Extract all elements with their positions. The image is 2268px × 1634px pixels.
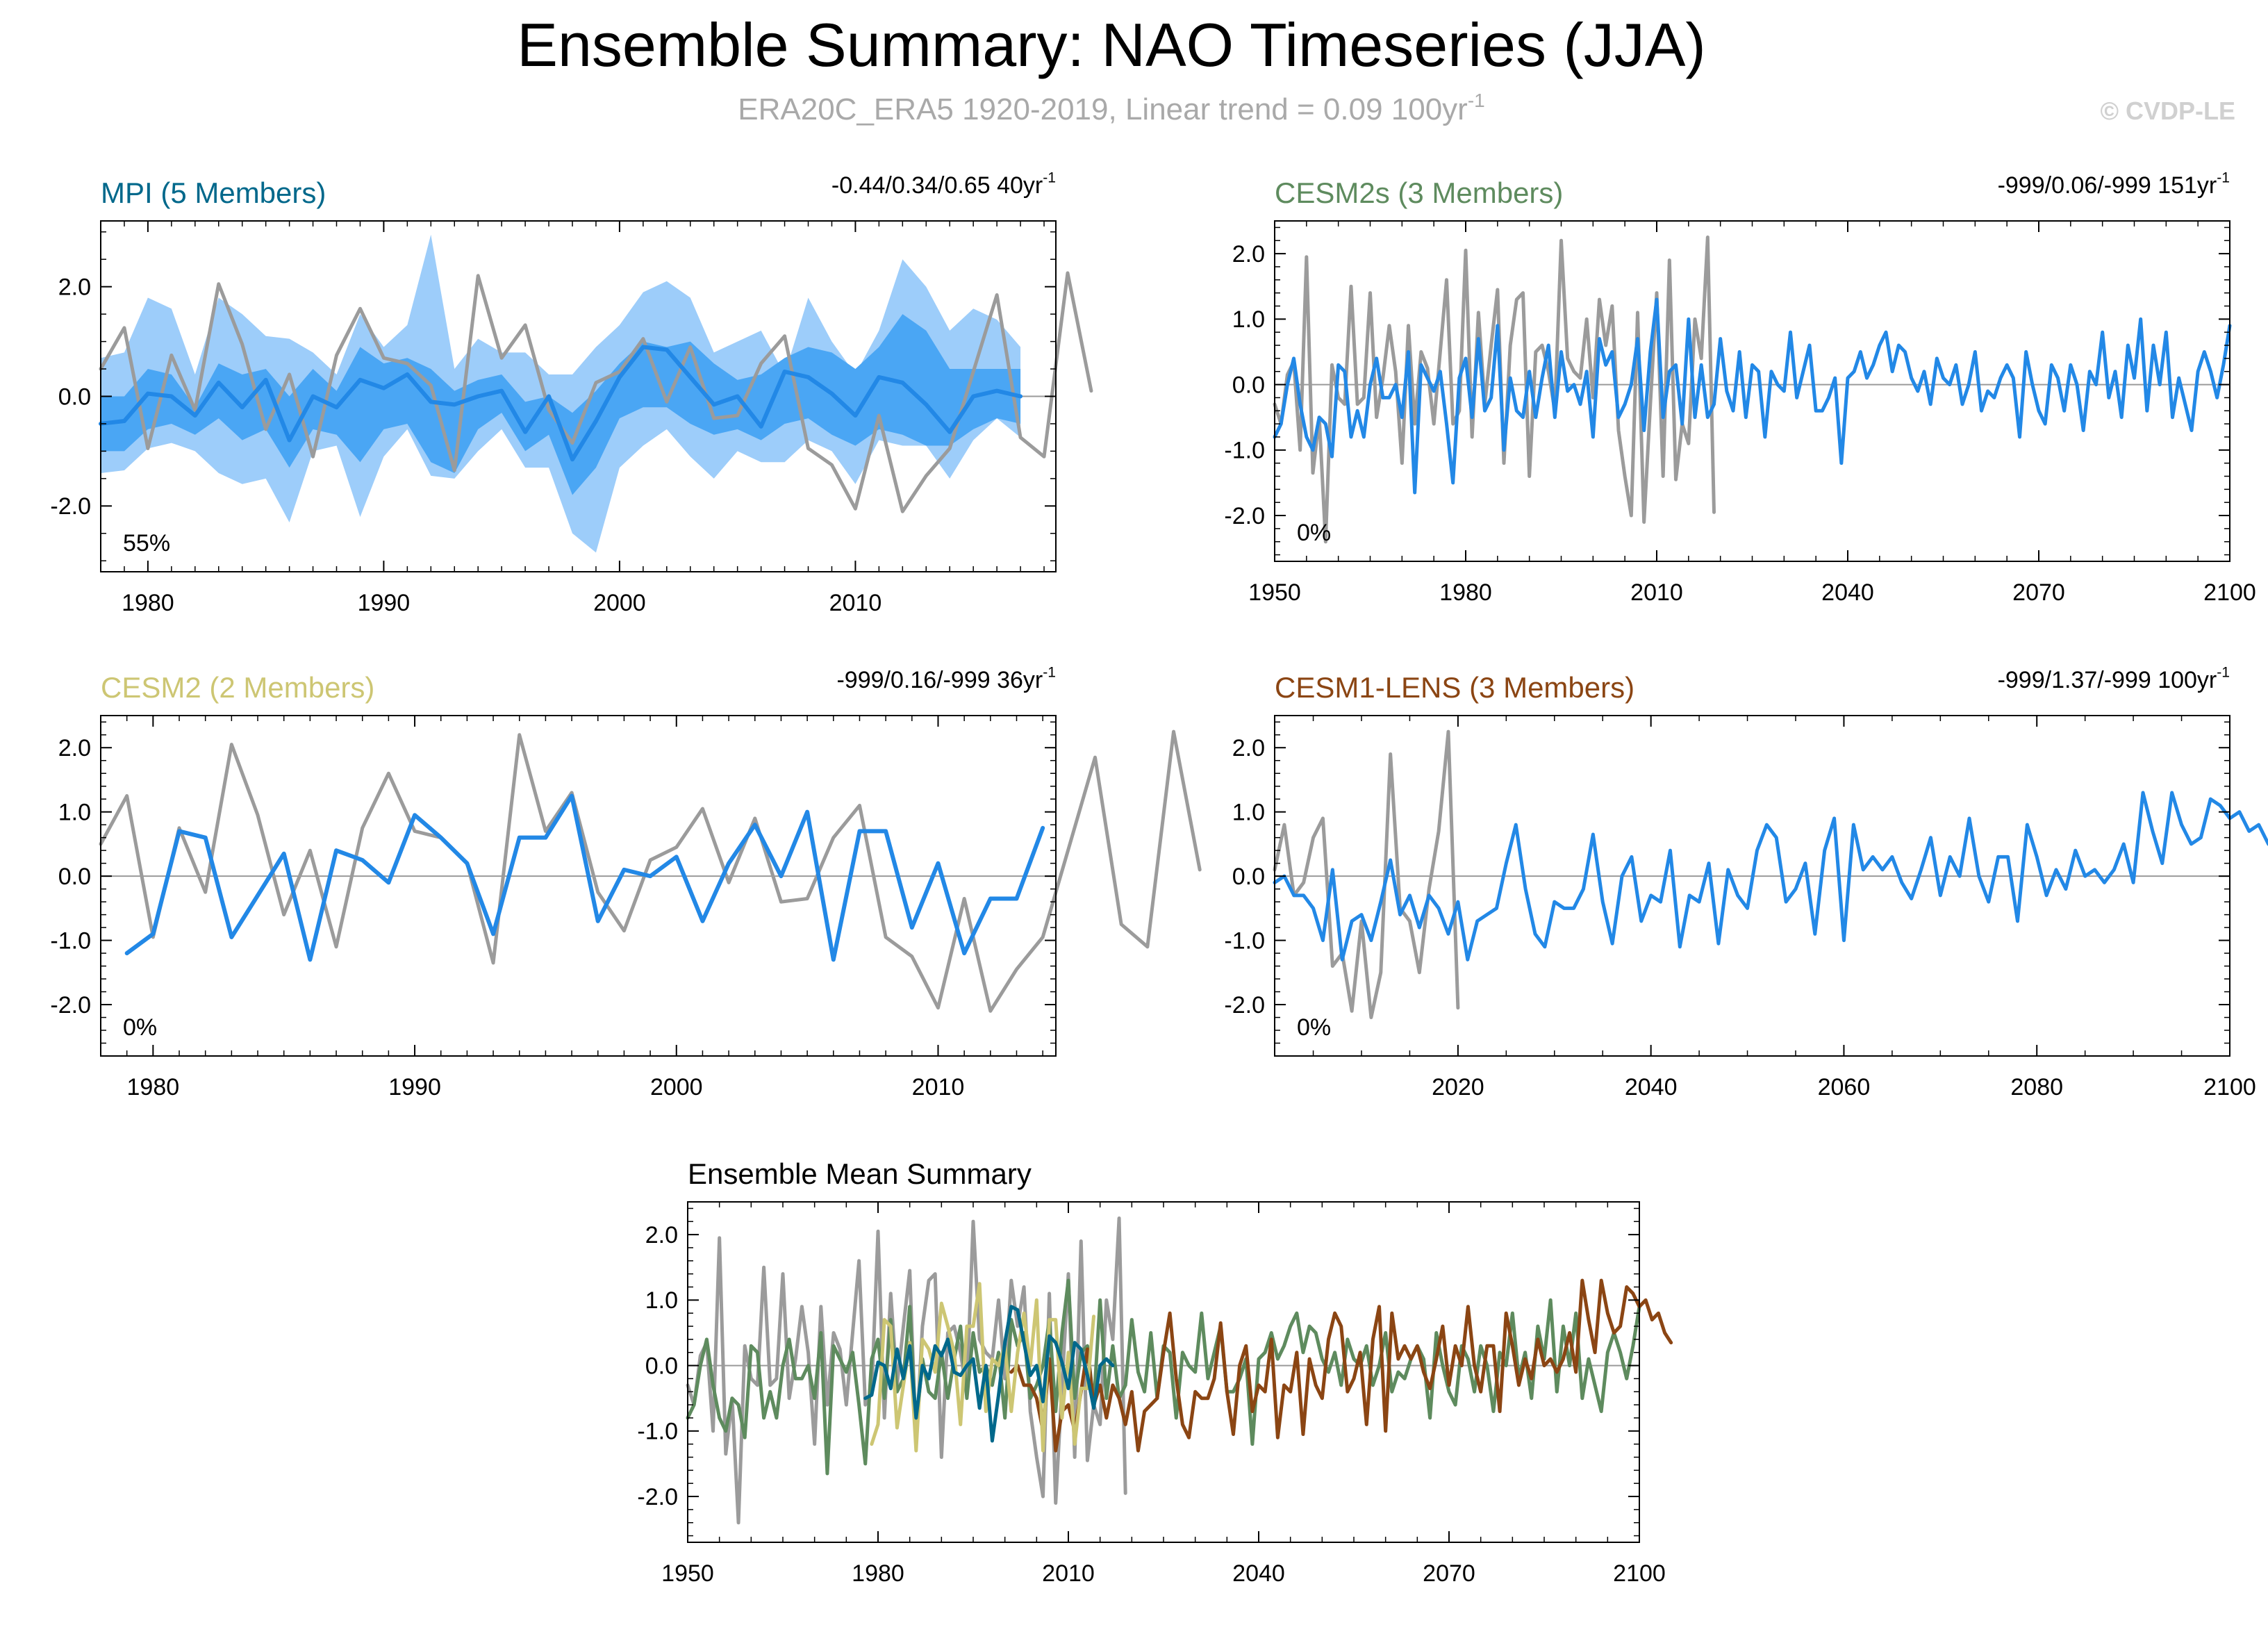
x-tick-label: 2100 [2203,1074,2256,1100]
observed-series [99,271,1093,513]
copyright-label: © CVDP-LE [2100,97,2235,125]
y-tick-label: 2.0 [1232,735,1265,761]
x-tick-label: 2100 [1613,1560,1666,1587]
panel-stats-text: -999/0.16/-999 36yr [836,667,1043,693]
y-tick-label: 0.0 [58,383,91,410]
y-tick-label: -2.0 [1224,992,1265,1018]
panel-title: MPI (5 Members) [101,176,326,209]
y-tick-label: 2.0 [1232,241,1265,267]
y-tick-label: 1.0 [1232,800,1265,826]
x-tick-label: 2010 [1042,1560,1095,1587]
y-tick-label: 0.0 [645,1353,678,1379]
ensemble-mean-summary-panel: 1950 1980 2010 2040 2070 2100 -2.0 -1.0 0.0 1.0 2.… [637,1157,1673,1587]
x-tick-label: 2040 [1625,1074,1678,1100]
observed-series [1273,236,1716,544]
panel-title: CESM2 (2 Members) [101,671,374,704]
x-tick-label: 2040 [1821,579,1874,606]
panel-title: CESM2s (3 Members) [1275,176,1563,209]
y-tick-label: 2.0 [58,735,91,761]
y-tick-label: -2.0 [1224,503,1265,529]
cesm1-lens-panel: 2020 2040 2060 2080 2100 -2.0 -1.0 0.0 1.0 2.0 CES… [1224,665,2268,1100]
y-tick-label: 2.0 [58,274,91,301]
y-tick-label: 0.0 [1232,864,1265,890]
x-tick-label: 2060 [1818,1074,1871,1100]
x-tick-label: 1980 [127,1074,180,1100]
figure-title: Ensemble Summary: NAO Timeseries (JJA) [517,10,1706,79]
y-tick-label: -1.0 [50,927,91,954]
x-tick-label: 2010 [1630,579,1683,606]
x-tick-label: 2010 [912,1074,965,1100]
cesm2s-panel: 1950 1980 2010 2040 2070 2100 -2.0 -1.0 0.0 1.0 2.… [1224,170,2255,606]
panel-percent-label: 55% [123,530,170,556]
x-tick-label: 1980 [122,590,174,616]
ensemble-mean-series [1273,297,2232,495]
y-tick-label: -1.0 [637,1419,678,1445]
x-tick-label: 1950 [1248,579,1301,606]
panel-stats-text: -999/1.37/-999 100yr [1998,667,2217,693]
subtitle-superscript: -1 [1468,90,1485,111]
plot-frame [100,715,1057,1057]
x-tick-label: 2000 [593,590,646,616]
x-tick-label: 1990 [358,590,411,616]
ensemble-mean-series [1273,791,2268,962]
y-tick-label: 0.0 [1232,372,1265,398]
y-tick-label: 2.0 [645,1222,678,1248]
ensemble-spread-outer [101,234,1021,553]
y-tick-label: -2.0 [50,493,91,520]
ensemble-mean-series [124,793,1045,962]
panel-stats-superscript: -1 [2217,665,2230,681]
panel-percent-label: 0% [1297,520,1331,546]
mpi-mean-series [863,1305,1115,1443]
x-tick-label: 2070 [2012,579,2065,606]
panel-stats-text: -999/0.06/-999 151yr [1998,172,2217,199]
x-tick-label: 2070 [1423,1560,1475,1587]
panel-stats: -999/0.16/-999 36yr-1 [836,665,1056,693]
panel-stats-superscript: -1 [1043,170,1056,186]
panel-stats-text: -0.44/0.34/0.65 40yr [831,172,1043,199]
y-tick-label: -1.0 [1224,927,1265,954]
y-tick-label: -2.0 [50,992,91,1018]
panel-title: Ensemble Mean Summary [688,1157,1032,1190]
x-tick-label: 1950 [661,1560,714,1587]
panel-stats: -0.44/0.34/0.65 40yr-1 [831,170,1056,199]
y-tick-label: 1.0 [645,1287,678,1314]
panel-percent-label: 0% [1297,1014,1331,1041]
x-tick-label: 2100 [2203,579,2256,606]
ensemble-mean-series [99,345,1023,462]
y-tick-label: 0.0 [58,864,91,890]
plot-frame [1274,715,2230,1057]
x-tick-label: 1980 [852,1560,904,1587]
subtitle-text: ERA20C_ERA5 1920-2019, Linear trend = 0.… [738,92,1468,126]
observed-series [1273,729,1460,1020]
cesm2-panel: 1980 1990 2000 2010 -2.0 -1.0 0.0 1.0 2.0 CESM2 (… [50,665,1202,1100]
y-tick-label: 1.0 [58,800,91,826]
cesm1-lens-mean-series [1009,1278,1673,1453]
mpi-panel: 1980 1990 2000 2010 -2.0 0.0 2.0 MPI (5 Members… [50,170,1093,616]
panel-stats: -999/0.06/-999 151yr-1 [1998,170,2230,199]
x-tick-label: 2080 [2010,1074,2063,1100]
x-tick-label: 1980 [1439,579,1492,606]
panel-stats-superscript: -1 [2217,170,2230,186]
y-tick-label: -2.0 [637,1484,678,1510]
y-tick-label: 1.0 [1232,306,1265,333]
panel-percent-label: 0% [123,1014,157,1041]
panel-title: CESM1-LENS (3 Members) [1275,671,1634,704]
panel-stats: -999/1.37/-999 100yr-1 [1998,665,2230,693]
panel-stats-superscript: -1 [1043,665,1056,681]
figure-subtitle: ERA20C_ERA5 1920-2019, Linear trend = 0.… [738,90,1485,126]
x-tick-label: 1990 [388,1074,441,1100]
x-tick-label: 2000 [650,1074,703,1100]
x-tick-label: 2010 [829,590,882,616]
observed-series [99,729,1202,1013]
x-tick-label: 2040 [1232,1560,1285,1587]
y-tick-label: -1.0 [1224,438,1265,464]
x-tick-label: 2020 [1432,1074,1484,1100]
